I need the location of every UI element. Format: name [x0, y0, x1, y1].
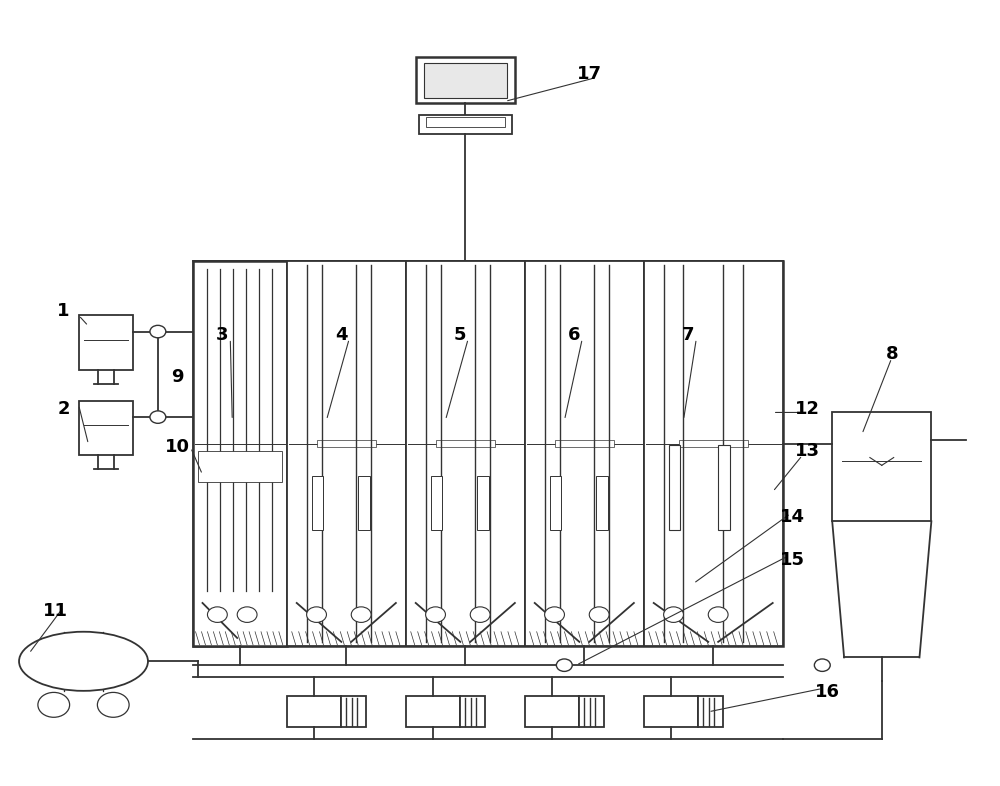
Bar — [669, 445, 680, 531]
Text: 7: 7 — [682, 325, 695, 343]
Bar — [406, 696, 460, 727]
Text: 10: 10 — [165, 439, 190, 457]
Bar — [312, 476, 323, 531]
Circle shape — [150, 325, 166, 338]
Text: 12: 12 — [795, 399, 820, 417]
Text: 17: 17 — [577, 65, 602, 83]
Bar — [416, 57, 515, 103]
Bar — [644, 696, 698, 727]
Bar — [198, 451, 282, 483]
Text: 4: 4 — [335, 325, 348, 343]
Text: 16: 16 — [815, 683, 840, 701]
Text: 13: 13 — [795, 443, 820, 461]
Bar — [460, 696, 485, 727]
Bar — [358, 476, 370, 531]
Circle shape — [351, 607, 371, 623]
Bar — [596, 476, 608, 531]
Bar — [698, 696, 723, 727]
Text: 15: 15 — [780, 551, 805, 569]
Bar — [341, 696, 366, 727]
Text: 1: 1 — [57, 303, 70, 321]
Text: 5: 5 — [454, 325, 467, 343]
Circle shape — [545, 607, 564, 623]
Bar — [644, 261, 783, 646]
Text: 8: 8 — [885, 345, 898, 363]
Bar — [525, 696, 579, 727]
Bar — [436, 439, 495, 447]
Text: 14: 14 — [780, 509, 805, 527]
Ellipse shape — [19, 632, 148, 691]
Bar — [79, 315, 133, 369]
Bar — [579, 696, 604, 727]
Bar — [79, 401, 133, 455]
Bar — [193, 261, 287, 646]
Bar — [193, 261, 783, 646]
Circle shape — [426, 607, 445, 623]
Circle shape — [708, 607, 728, 623]
Bar — [679, 439, 748, 447]
Circle shape — [150, 411, 166, 424]
Circle shape — [589, 607, 609, 623]
Bar — [477, 476, 489, 531]
Circle shape — [97, 692, 129, 718]
Bar — [525, 261, 644, 646]
Circle shape — [664, 607, 683, 623]
Text: 6: 6 — [568, 325, 581, 343]
Circle shape — [207, 607, 227, 623]
Circle shape — [814, 659, 830, 671]
Bar — [718, 445, 730, 531]
Bar — [431, 476, 442, 531]
Bar — [424, 63, 507, 98]
Bar — [426, 116, 505, 127]
Bar — [317, 439, 376, 447]
Text: 9: 9 — [171, 369, 184, 387]
Circle shape — [556, 659, 572, 671]
Bar — [550, 476, 561, 531]
Circle shape — [38, 692, 70, 718]
Bar — [287, 261, 406, 646]
Bar — [832, 413, 931, 521]
Text: 11: 11 — [43, 602, 68, 619]
Bar — [419, 115, 512, 134]
Circle shape — [470, 607, 490, 623]
Circle shape — [237, 607, 257, 623]
Circle shape — [307, 607, 326, 623]
Bar — [406, 261, 525, 646]
Text: 2: 2 — [57, 399, 70, 417]
Bar — [287, 696, 341, 727]
Bar — [555, 439, 614, 447]
Text: 3: 3 — [216, 325, 229, 343]
